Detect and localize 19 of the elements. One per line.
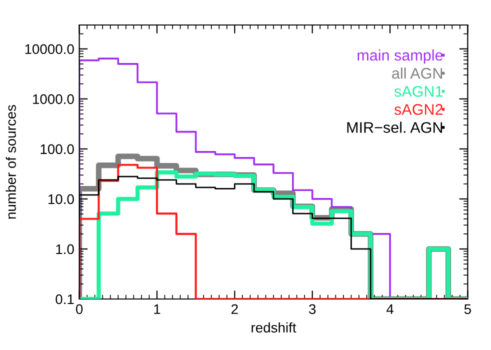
y-tick-label: 1000.0: [33, 94, 74, 104]
legend-label: all AGN: [392, 68, 442, 79]
y-axis-title: number of sources: [6, 104, 16, 219]
x-tick-label: 4: [386, 304, 394, 314]
y-tick-label: 0.1: [56, 294, 74, 304]
legend-label: main sample: [358, 49, 443, 64]
x-tick-label: 1: [154, 304, 160, 314]
x-tick-label: 2: [231, 304, 238, 314]
legend-label: MIR−sel. AGN: [347, 122, 442, 133]
y-tick-label: 1.0: [56, 244, 74, 254]
y-tick-label: 100.0: [40, 144, 74, 154]
x-axis-title: redshift: [252, 322, 296, 333]
x-tick-label: 0: [76, 304, 83, 314]
y-tick-label: 10.0: [48, 194, 74, 204]
legend-label: sAGN2: [394, 104, 442, 115]
legend-label: sAGN1: [394, 86, 443, 97]
x-tick-label: 5: [464, 304, 471, 314]
y-tick-label: 10000.0: [25, 44, 74, 54]
x-tick-label: 3: [309, 304, 316, 314]
